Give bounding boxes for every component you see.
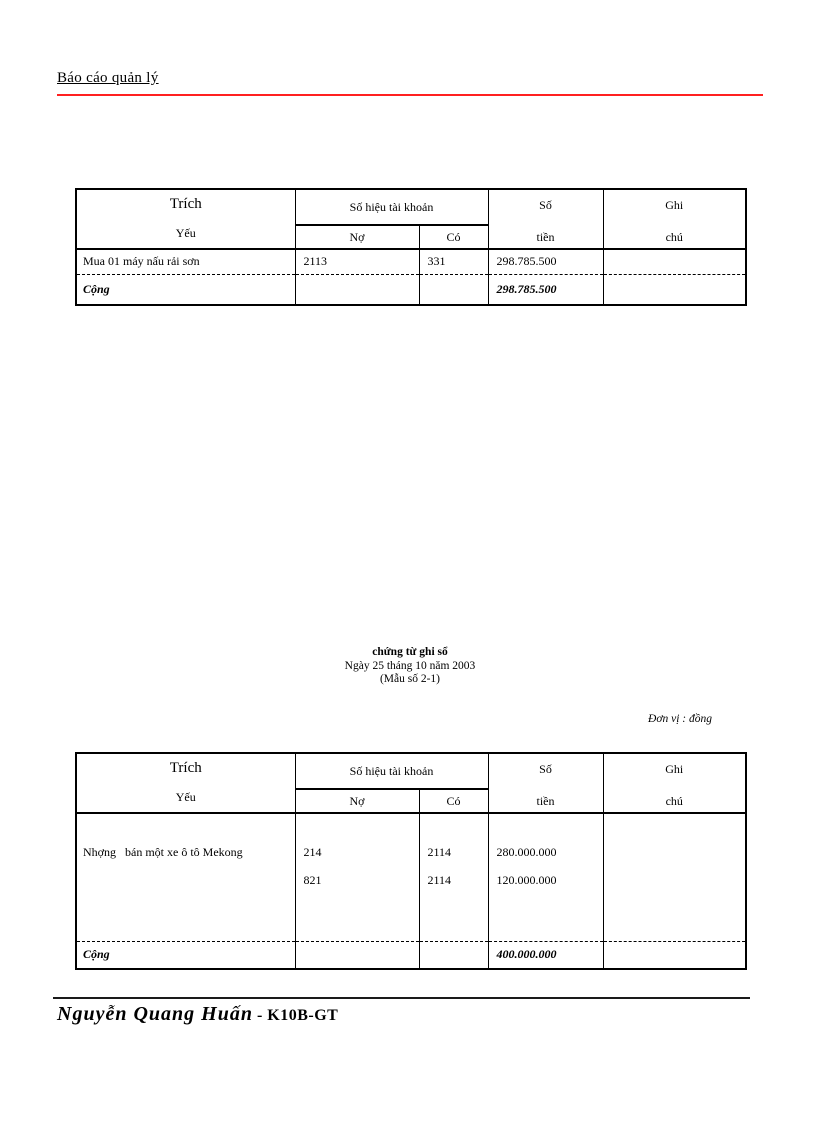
table-row: Mua 01 máy nấu rải sơn 2113 331 298.785.… [75,249,747,275]
header-cell-trich-yeu: Trích Yếu [75,189,296,250]
cell-empty [418,941,489,969]
column-label-trich: Trích [169,196,202,212]
column-label-yeu: Yếu [175,226,196,240]
cell-note [602,813,747,942]
header-cell-so-tien: Số tiền [487,753,604,814]
cell-empty [602,274,747,305]
cell-total-amount: 298.785.500 [487,274,604,305]
header-cell-so-tien: Số tiền [487,189,604,250]
column-label-chu: chú [665,794,683,808]
description-line [83,866,294,894]
column-label-no: Nợ [294,789,420,814]
header-cell-so-hieu: Số hiệu tài khoản [294,753,489,790]
column-label-co: Có [418,789,489,814]
voucher-form-number: (Mẫu số 2-1) [379,673,441,685]
cell-debit-account: 2113 [294,249,420,275]
currency-unit-label: Đơn vị : đồng [648,713,712,725]
column-label-so-hieu-tai-khoan: Số hiệu tài khoản [349,200,434,214]
cell-credit-account: 331 [418,249,489,275]
column-label-no: Nợ [294,225,420,250]
cell-total-label: Cộng [75,941,296,969]
cell-amount: 298.785.500 [487,249,604,275]
signature: Nguyễn Quang Huấn - K10B-GT [57,1003,338,1026]
credit-line: 2114 [427,845,452,859]
red-horizontal-rule [57,94,763,96]
signature-class: - K10B-GT [256,1007,339,1024]
column-label-yeu: Yếu [175,790,196,804]
cell-total-label: Cộng [75,274,296,305]
column-label-ghi: Ghi [665,198,684,212]
signature-name: Nguyễn Quang Huấn [57,1003,253,1025]
header-cell-ghi-chu: Ghi chú [602,189,747,250]
total-row: Cộng 400.000.000 [75,941,747,969]
voucher-heading: chứng từ ghi sổ Ngày 25 tháng 10 năm 200… [75,646,745,687]
cell-empty [294,274,420,305]
table-row: Nhợng bán một xe ô tô Mekong 214 821 211… [75,813,747,942]
column-label-so: Số [539,198,552,212]
cell-note [602,249,747,275]
journal-voucher-table-1: Trích Yếu Số hiệu tài khoản Số tiền Ghi … [75,188,747,306]
column-label-ghi: Ghi [665,762,684,776]
amount-line: 120.000.000 [496,873,557,887]
column-label-trich: Trích [169,760,202,776]
cell-description: Nhợng bán một xe ô tô Mekong [75,813,296,942]
voucher-date: Ngày 25 tháng 10 năm 2003 [344,659,476,672]
cell-amount: 280.000.000 120.000.000 [487,813,604,942]
column-label-tien: tiền [536,230,555,244]
debit-line: 214 [303,845,322,859]
amount-line: 280.000.000 [496,845,557,859]
column-label-so: Số [539,762,552,776]
journal-voucher-table-2: Trích Yếu Số hiệu tài khoản Số tiền Ghi … [75,752,747,970]
header-cell-ghi-chu: Ghi chú [602,753,747,814]
cell-total-amount: 400.000.000 [487,941,604,969]
header-cell-trich-yeu: Trích Yếu [75,753,296,814]
cell-empty [418,274,489,305]
cell-credit-account: 2114 2114 [418,813,489,942]
column-label-so-hieu-tai-khoan: Số hiệu tài khoản [349,764,434,778]
description-line: Nhợng bán một xe ô tô Mekong [83,845,243,859]
cell-empty [294,941,420,969]
voucher-title: chứng từ ghi sổ [372,646,448,658]
column-label-tien: tiền [536,794,555,808]
debit-line: 821 [303,873,322,887]
cell-description: Mua 01 máy nấu rải sơn [75,249,296,275]
footer-horizontal-rule [53,997,750,999]
column-label-chu: chú [665,230,683,244]
credit-line: 2114 [427,873,452,887]
total-row: Cộng 298.785.500 [75,274,747,305]
page-title: Báo cáo quản lý [57,70,159,86]
header-cell-so-hieu: Số hiệu tài khoản [294,189,489,226]
cell-empty [602,941,747,969]
cell-debit-account: 214 821 [294,813,420,942]
column-label-co: Có [418,225,489,250]
